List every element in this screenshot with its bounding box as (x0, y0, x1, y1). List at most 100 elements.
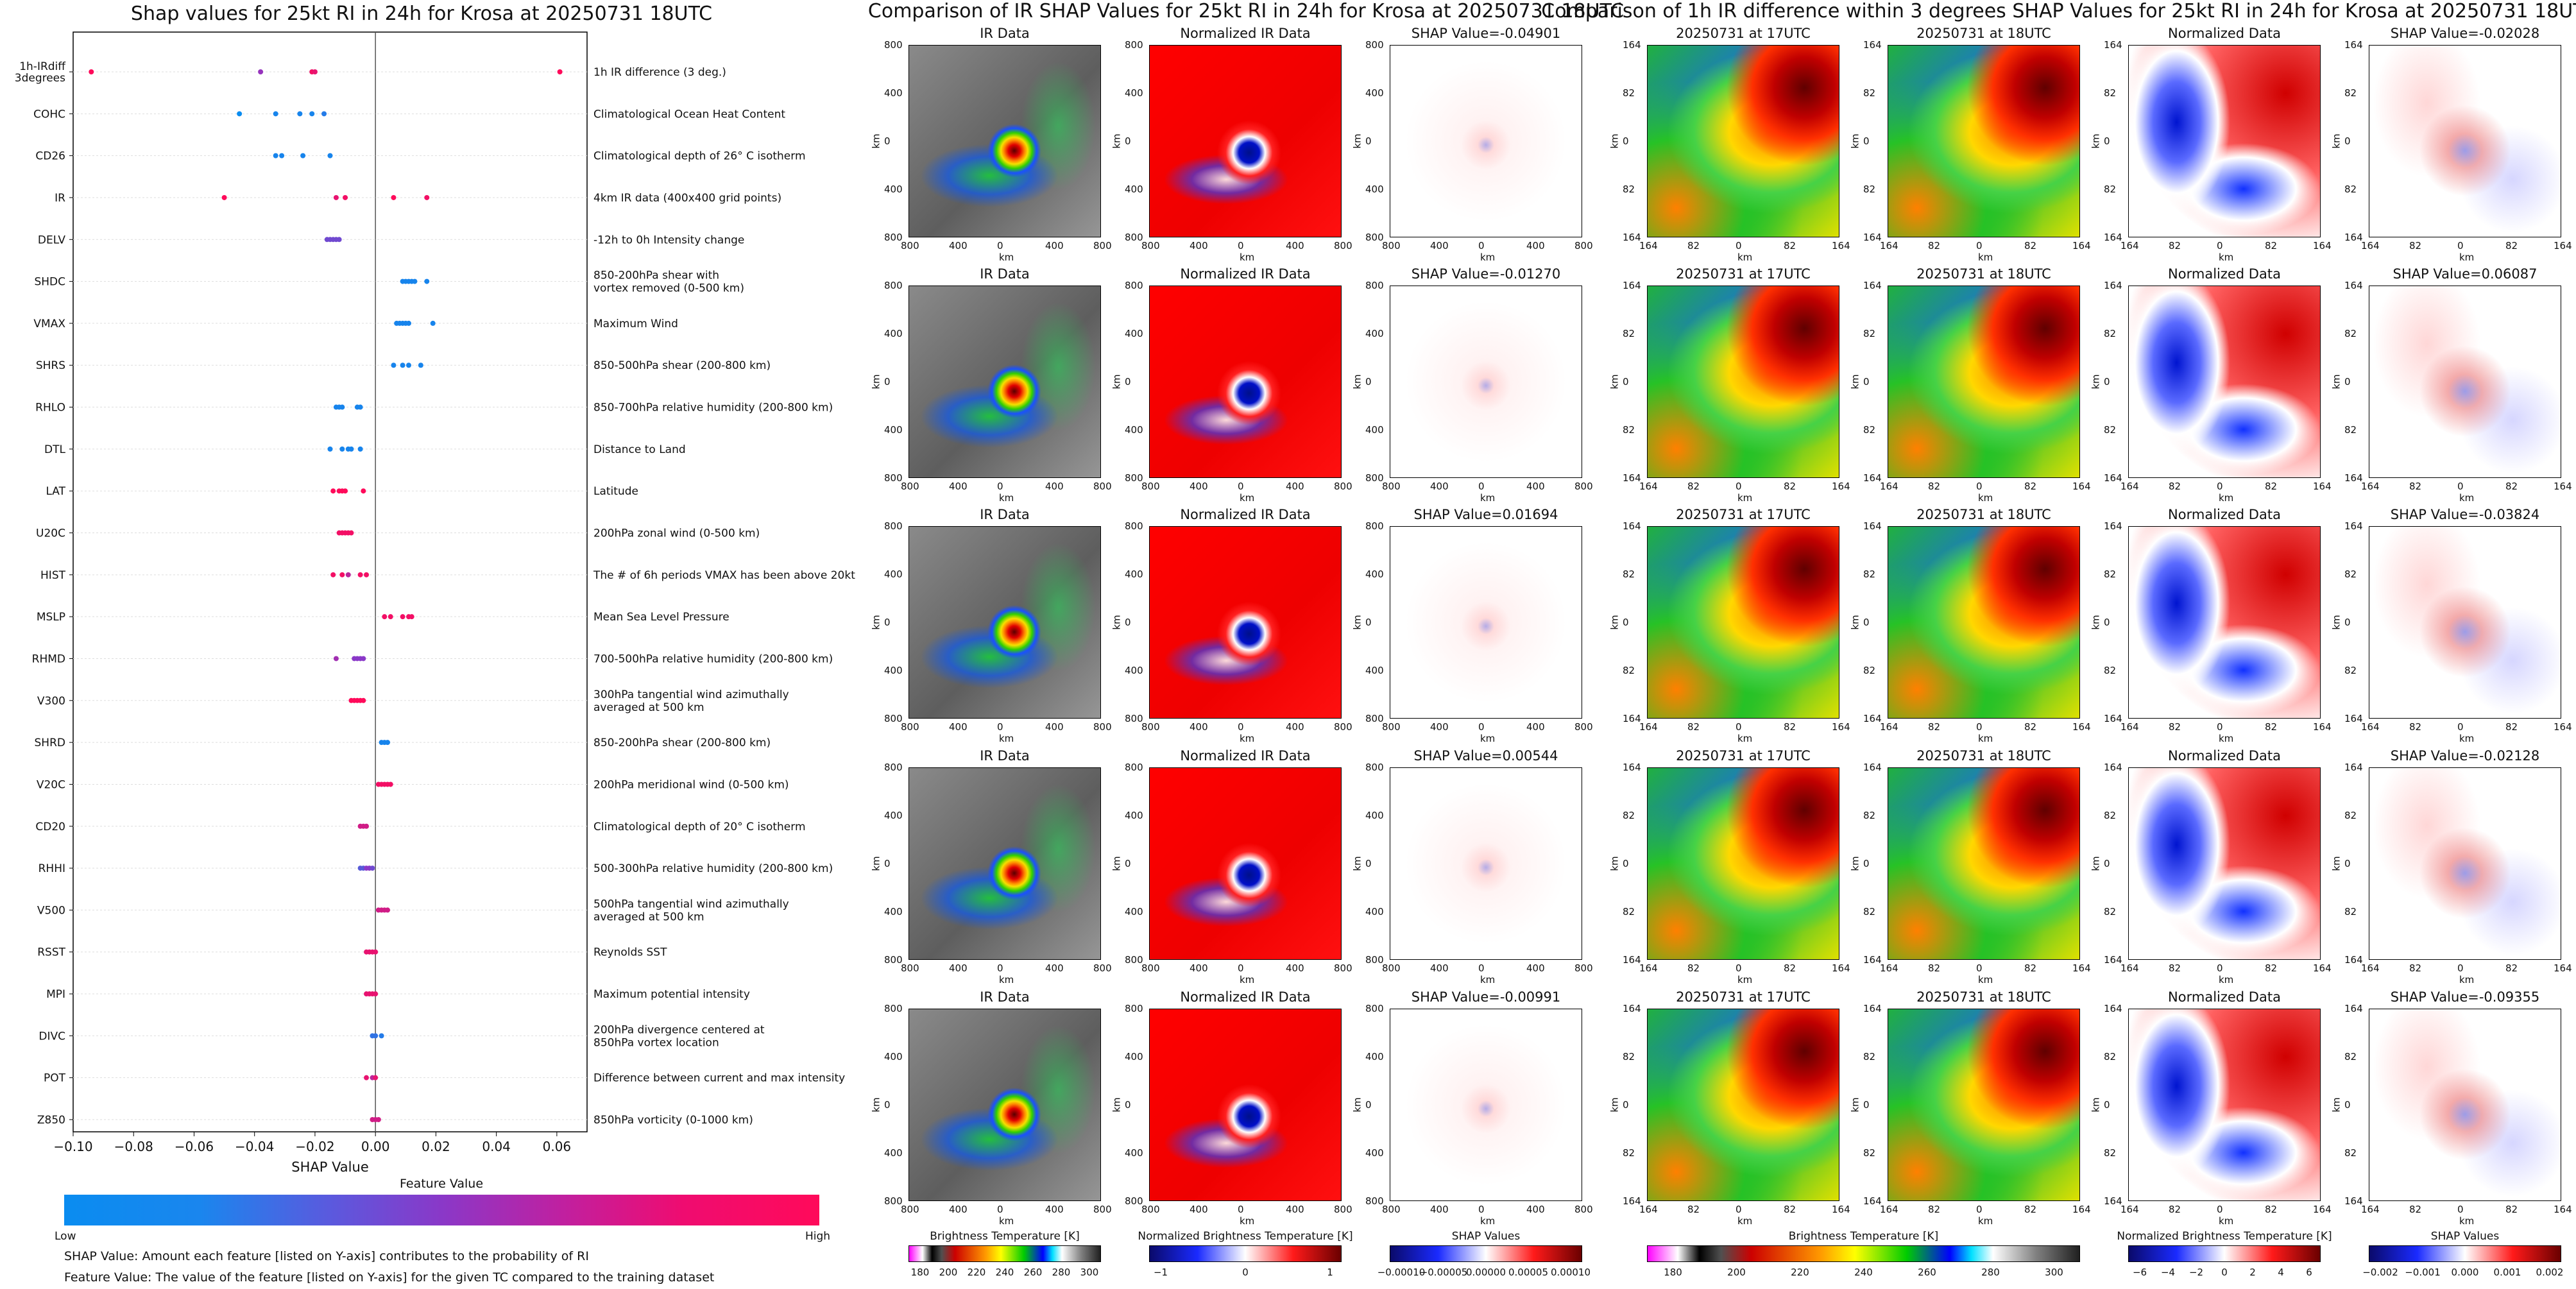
ir-x-tick-label: 400 (1190, 481, 1208, 492)
shap-point (357, 446, 363, 452)
ir-x-tick-label: 400 (1190, 962, 1208, 974)
irdiff-y-tick-label: 164 (1863, 1195, 1882, 1207)
ir-y-tick-label: 0 (1365, 858, 1372, 869)
irdiff-x-tick-label: 0 (1736, 1204, 1742, 1215)
ir-x-tick-label: 400 (1190, 240, 1208, 252)
ir-y-tick-label: 400 (1125, 1147, 1143, 1159)
feature-name-label: V300 (37, 695, 65, 708)
shap-point (385, 907, 391, 913)
feature-name-label: RHHI (38, 862, 65, 875)
irdiff-x-tick-label: 164 (1832, 962, 1850, 974)
shap-point (330, 572, 336, 577)
irdiff-panel-image (1888, 767, 2080, 960)
colorbar-tick-label: −1 (1153, 1267, 1168, 1278)
irdiff-x-tick-label: 82 (1784, 240, 1796, 252)
ir-y-tick-label: 400 (1125, 568, 1143, 580)
irdiff-x-axis-label: km (1737, 1215, 1753, 1227)
shap-point (348, 446, 354, 452)
ir-x-tick-label: 0 (1238, 240, 1244, 252)
irdiff-y-tick-label: 82 (1863, 1051, 1876, 1063)
irdiff-panel-title: SHAP Value=-0.02028 (2390, 26, 2540, 41)
irdiff-panel-image (1647, 1009, 1839, 1201)
x-tick-label: −0.06 (175, 1139, 214, 1154)
ir-y-axis-label: km (1351, 856, 1363, 871)
irdiff-y-axis-label: km (2330, 374, 2342, 389)
colorbar (2128, 1245, 2321, 1262)
feature-description: Difference between current and max inten… (593, 1072, 845, 1085)
irdiff-y-tick-label: 0 (2344, 617, 2351, 628)
irdiff-x-tick-label: 0 (2457, 481, 2464, 492)
ir-y-tick-label: 800 (1365, 280, 1384, 291)
irdiff-y-tick-label: 0 (1863, 376, 1870, 388)
irdiff-x-tick-label: 82 (1928, 721, 1941, 733)
irdiff-x-tick-label: 82 (1687, 481, 1700, 492)
irdiff-x-tick-label: 82 (1784, 481, 1796, 492)
ir-y-tick-label: 400 (1365, 906, 1384, 918)
irdiff-panel-title: 20250731 at 18UTC (1916, 266, 2051, 282)
colorbar-tick-label: 0 (1242, 1267, 1249, 1278)
ir-x-tick-label: 0 (1238, 481, 1244, 492)
ir-y-tick-label: 400 (884, 328, 903, 339)
ir-panel-title: Normalized IR Data (1180, 26, 1311, 41)
shap-point (339, 446, 345, 452)
ir-y-tick-label: 800 (1365, 232, 1384, 243)
colorbar (908, 1245, 1101, 1262)
irdiff-panel-image (2369, 286, 2561, 478)
irdiff-y-tick-label: 164 (1863, 1003, 1882, 1014)
irdiff-y-tick-label: 164 (2104, 472, 2122, 484)
irdiff-y-tick-label: 82 (1863, 906, 1876, 918)
feature-name-label: MPI (46, 988, 65, 1001)
colorbar-tick-label: 300 (2045, 1267, 2063, 1278)
irdiff-y-tick-label: 164 (1623, 1003, 1641, 1014)
irdiff-y-tick-label: 0 (1863, 617, 1870, 628)
irdiff-y-tick-label: 0 (2104, 376, 2110, 388)
ir-x-tick-label: 800 (1574, 721, 1593, 733)
feature-description: Reynolds SST (593, 946, 667, 959)
feature-name-label: DIVC (38, 1030, 65, 1043)
irdiff-x-tick-label: 164 (2361, 1204, 2380, 1215)
shap-point (333, 656, 339, 662)
irdiff-y-tick-label: 164 (2344, 762, 2363, 773)
irdiff-x-tick-label: 164 (2313, 1204, 2332, 1215)
irdiff-y-tick-label: 82 (2344, 1147, 2357, 1159)
shap-point (424, 194, 430, 200)
irdiff-x-axis-label: km (2459, 974, 2475, 986)
irdiff-x-tick-label: 0 (2217, 1204, 2223, 1215)
irdiff-x-tick-label: 82 (2409, 1204, 2422, 1215)
irdiff-x-axis-label: km (1978, 252, 1993, 263)
ir-y-tick-label: 0 (884, 1099, 891, 1111)
ir-y-tick-label: 0 (1365, 617, 1372, 628)
ir-panel-image (1149, 1009, 1342, 1201)
shap-point (412, 278, 418, 284)
irdiff-x-tick-label: 82 (2505, 1204, 2518, 1215)
irdiff-x-tick-label: 82 (2505, 481, 2518, 492)
irdiff-y-tick-label: 82 (2104, 424, 2117, 436)
shap-point (361, 488, 366, 494)
irdiff-x-tick-label: 82 (2024, 240, 2037, 252)
ir-x-tick-label: 400 (1526, 962, 1545, 974)
feature-description: 300hPa tangential wind azimuthally averag… (593, 688, 789, 714)
ir-x-tick-label: 800 (1574, 481, 1593, 492)
irdiff-x-tick-label: 164 (1639, 481, 1658, 492)
irdiff-x-tick-label: 164 (2313, 481, 2332, 492)
irdiff-y-tick-label: 82 (2344, 87, 2357, 99)
feature-description: Maximum potential intensity (593, 988, 750, 1001)
irdiff-x-tick-label: 82 (2505, 962, 2518, 974)
irdiff-y-axis-label: km (2090, 856, 2102, 871)
irdiff-y-axis-label: km (2090, 133, 2102, 149)
ir-panel-image (1149, 45, 1342, 237)
ir-x-tick-label: 0 (1478, 240, 1485, 252)
ir-x-tick-label: 800 (901, 481, 919, 492)
irdiff-x-axis-label: km (1978, 733, 1993, 744)
irdiff-y-tick-label: 82 (1863, 1147, 1876, 1159)
ir-x-axis-label: km (1480, 1215, 1496, 1227)
irdiff-x-tick-label: 164 (1880, 481, 1898, 492)
ir-y-tick-label: 800 (1125, 954, 1143, 966)
shap-point (424, 278, 430, 284)
irdiff-panel-title: SHAP Value=-0.03824 (2390, 507, 2540, 522)
ir-x-tick-label: 0 (1478, 721, 1485, 733)
ir-y-tick-label: 400 (1365, 87, 1384, 99)
irdiff-x-tick-label: 164 (2313, 721, 2332, 733)
irdiff-panel-image (2369, 1009, 2561, 1201)
irdiff-x-tick-label: 0 (2457, 962, 2464, 974)
